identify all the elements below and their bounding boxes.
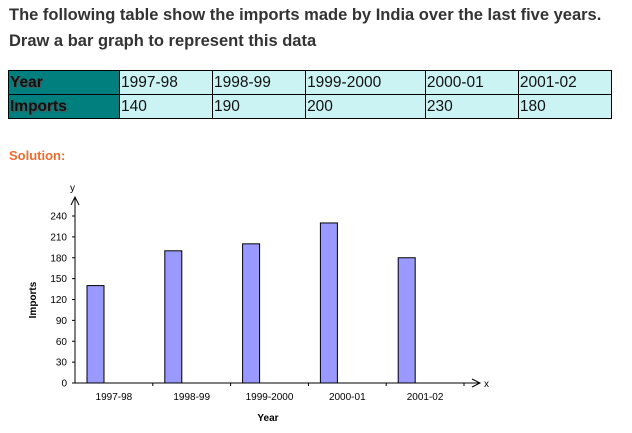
imports-table: Year 1997-98 1998-99 1999-2000 2000-01 2… bbox=[8, 70, 613, 119]
table-cell: 2001-02 bbox=[517, 70, 613, 95]
y-axis-label: Imports bbox=[28, 281, 39, 318]
row-header: Imports bbox=[8, 94, 120, 119]
table-cell: 230 bbox=[424, 94, 519, 119]
x-axis-symbol: x bbox=[484, 379, 489, 390]
x-tick-label: 1997-98 bbox=[96, 392, 133, 403]
table-cell: 190 bbox=[212, 94, 307, 119]
question-line-1: The following table show the imports mad… bbox=[9, 6, 602, 24]
y-tick-label: 30 bbox=[56, 358, 68, 369]
y-tick-label: 60 bbox=[56, 337, 68, 348]
y-tick-label: 240 bbox=[50, 212, 67, 223]
row-header: Year bbox=[8, 70, 120, 95]
solution-label: Solution: bbox=[9, 148, 66, 163]
x-tick-label: 1999-2000 bbox=[246, 392, 294, 403]
y-tick-label: 0 bbox=[61, 379, 67, 390]
table-cell: 1998-99 bbox=[212, 70, 307, 95]
x-tick-label: 1998-99 bbox=[173, 392, 210, 403]
y-tick-label: 150 bbox=[50, 274, 67, 285]
table-cell: 1997-98 bbox=[118, 70, 214, 95]
bar-1998-99 bbox=[164, 250, 183, 384]
y-axis-arrow bbox=[70, 195, 80, 206]
y-tick-label: 120 bbox=[50, 295, 67, 306]
x-axis-arrow bbox=[471, 378, 482, 388]
bar-1999-2000 bbox=[242, 243, 261, 384]
question-line-2: Draw a bar graph to represent this data bbox=[9, 32, 317, 50]
y-axis-symbol: y bbox=[70, 183, 75, 194]
y-tick-label: 210 bbox=[50, 232, 67, 243]
y-tick-label: 180 bbox=[50, 253, 67, 264]
bar-2001-02 bbox=[397, 257, 416, 384]
x-tick-label: 2001-02 bbox=[407, 392, 444, 403]
x-tick-label: 2000-01 bbox=[329, 392, 366, 403]
bar-2000-01 bbox=[319, 222, 338, 384]
question-text: The following table show the imports mad… bbox=[9, 2, 601, 54]
table-cell: 1999-2000 bbox=[305, 70, 426, 95]
table-cell: 140 bbox=[118, 94, 214, 119]
table-cell: 2000-01 bbox=[424, 70, 519, 95]
x-axis-label: Year bbox=[257, 413, 278, 424]
table-cell: 180 bbox=[517, 94, 613, 119]
y-tick-label: 90 bbox=[56, 316, 68, 327]
table-cell: 200 bbox=[305, 94, 426, 119]
table-row-imports: Imports 140 190 200 230 180 bbox=[8, 94, 613, 119]
table-row-year: Year 1997-98 1998-99 1999-2000 2000-01 2… bbox=[8, 70, 613, 95]
bar-1997-98 bbox=[86, 285, 105, 384]
